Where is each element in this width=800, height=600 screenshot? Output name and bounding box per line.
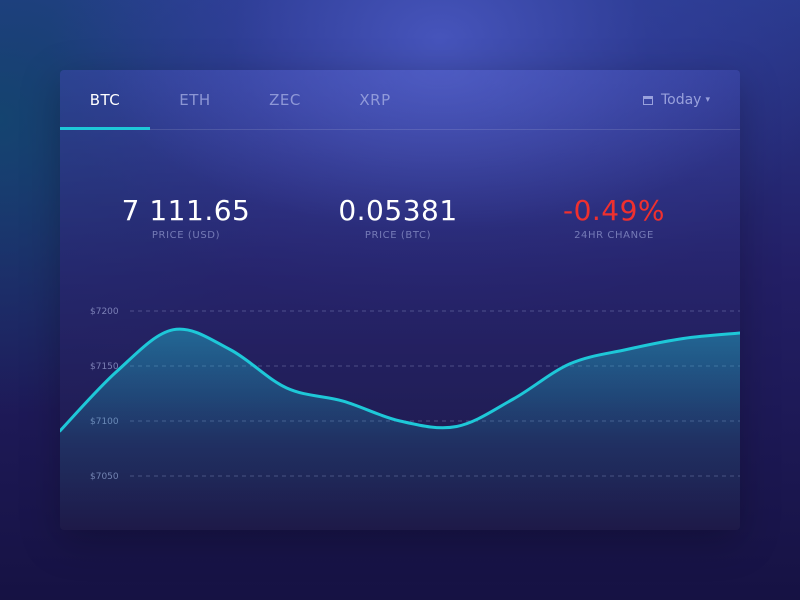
tab-xrp[interactable]: XRP: [359, 91, 391, 109]
stat-price-usd: 7 111.65 PRICE (USD): [76, 194, 296, 241]
price-usd-label: PRICE (USD): [151, 230, 221, 241]
tab-eth[interactable]: ETH: [179, 91, 211, 109]
price-line: [60, 327, 740, 433]
date-range-label: Today: [660, 92, 702, 108]
tab-btc[interactable]: BTC: [60, 70, 150, 130]
change-24hr-value: -0.49%: [562, 194, 666, 227]
tab-zec[interactable]: ZEC: [269, 91, 301, 109]
y-tick-label: $7200: [90, 307, 119, 317]
price-btc-value: 0.05381: [338, 194, 458, 227]
y-tick-label: $7150: [90, 362, 119, 372]
price-btc-label: PRICE (BTC): [364, 230, 432, 241]
chevron-down-icon: ▾: [705, 94, 710, 105]
price-usd-value: 7 111.65: [121, 194, 251, 227]
price-chart: $7200$7150$7100$7050: [60, 307, 740, 530]
calendar-icon: [642, 95, 653, 105]
currency-tabs: BTC ETH ZEC XRP Today ▾: [60, 70, 740, 130]
chart-card: BTC ETH ZEC XRP Today ▾ 7 111.65 PRICE (…: [60, 70, 740, 530]
stat-24hr-change: -0.49% 24HR CHANGE: [504, 194, 724, 241]
stat-price-btc: 0.05381 PRICE (BTC): [288, 194, 508, 241]
price-area-fill: [60, 329, 740, 530]
date-range-dropdown[interactable]: Today ▾: [642, 90, 710, 110]
change-24hr-label: 24HR CHANGE: [574, 230, 654, 241]
